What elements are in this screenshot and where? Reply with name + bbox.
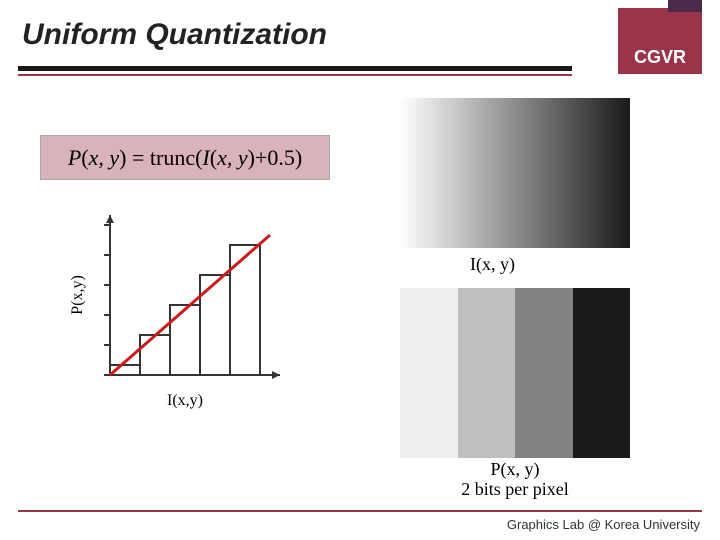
formula-box: P(x, y) = trunc(I(x, y)+0.5) [40,135,330,180]
page-title: Uniform Quantization [18,18,702,52]
gradient-smooth [400,98,630,248]
gradient-steps [400,288,630,458]
formula-text: P(x, y) = trunc(I(x, y)+0.5) [68,145,302,171]
chart-xlabel: I(x,y) [167,392,203,409]
quantization-chart: P(x,y) I(x,y) [70,205,310,415]
title-underline [18,66,572,76]
smooth-label: I(x, y) [470,254,515,275]
steps-label: P(x, y) 2 bits per pixel [440,460,590,500]
footer-text: Graphics Lab @ Korea University [507,517,700,532]
badge-label: CGVR [618,47,702,68]
chart-ylabel: P(x,y) [70,275,86,315]
cgvr-badge: CGVR [618,8,702,74]
footer-line [18,510,702,512]
